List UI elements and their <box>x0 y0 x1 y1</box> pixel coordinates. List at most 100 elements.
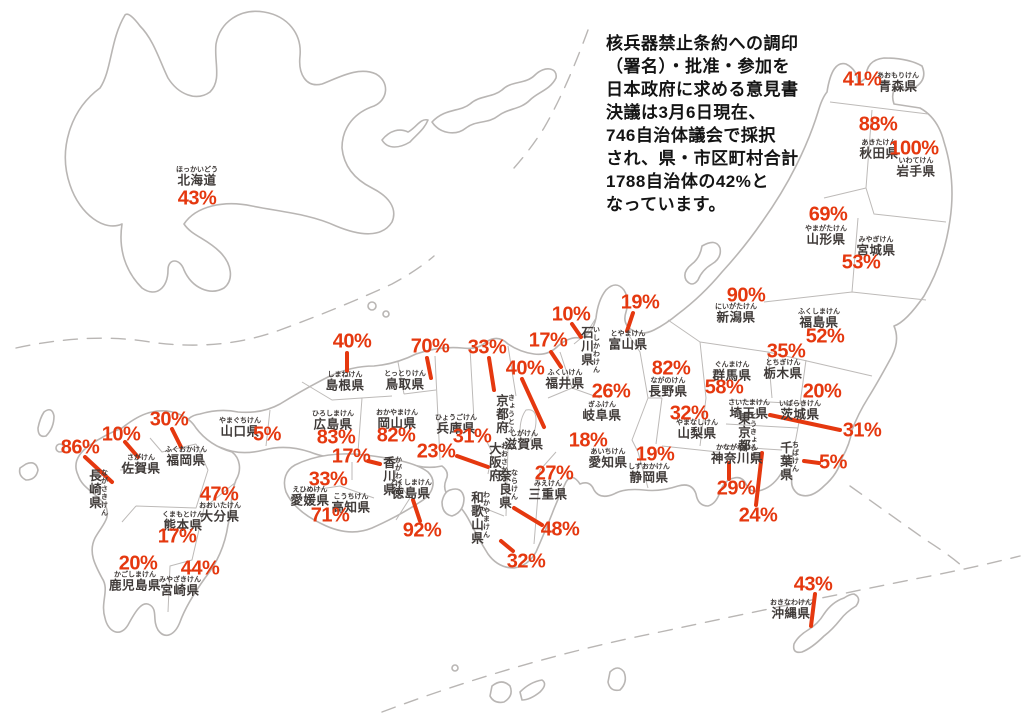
prefecture-yamanashi-value: 32% <box>669 402 709 425</box>
prefecture-fukui-label: ふくいけん 福井県 <box>545 369 584 390</box>
prefecture-aomori-label: あおもりけん 青森県 <box>877 72 919 93</box>
awaji-island-outline <box>441 488 465 517</box>
prefecture-tokushima-leader-line <box>411 498 422 523</box>
prefecture-fukui-furigana: ふくいけん <box>547 369 583 377</box>
prefecture-ishikawa-label: いしかわけん 石川県 <box>578 326 600 374</box>
prefecture-yamaguchi-label: やまぐちけん 山口県 <box>219 417 261 438</box>
prefecture-miyazaki-name: 宮崎県 <box>160 583 200 598</box>
prefecture-fukushima-name: 福島県 <box>799 315 839 330</box>
prefecture-shimane-value: 40% <box>332 330 372 353</box>
prefecture-kochi-label: こうちけん 高知県 <box>331 493 370 514</box>
prefecture-okinawa-leader-line <box>809 592 817 628</box>
summary-note-line: され、県・市区町村合計 <box>606 149 799 168</box>
prefecture-tochigi-name: 栃木県 <box>763 366 803 381</box>
summary-note-line: なっています。 <box>606 195 726 214</box>
prefecture-yamanashi-name: 山梨県 <box>677 426 717 441</box>
dashed-boundary-northeast <box>513 29 589 169</box>
prefecture-shiga-value: 40% <box>505 357 545 380</box>
prefecture-oita-furigana: おおいたけん <box>199 502 241 510</box>
summary-note: 核兵器禁止条約への調印 （署名）・批准・参加を 日本政府に求める意見書 決議は3… <box>606 32 799 216</box>
prefecture-saitama-leader-line <box>768 413 842 432</box>
prefecture-fukuoka-value: 30% <box>149 408 189 431</box>
prefecture-chiba-label: ちばけん 千葉県 <box>777 440 799 482</box>
prefecture-akita-value: 88% <box>858 113 898 136</box>
prefecture-osaka-label: おおさかふ 大阪府 <box>486 441 508 483</box>
prefecture-shizuoka-furigana: しずおかけん <box>628 463 670 471</box>
iki-island <box>55 443 65 453</box>
prefecture-tottori-value: 70% <box>410 335 450 358</box>
prefecture-tottori-leader-line <box>425 356 433 380</box>
prefecture-okinawa-name: 沖縄県 <box>771 606 811 621</box>
prefecture-wakayama-name: 和歌山県 <box>468 491 483 545</box>
prefecture-okinawa-furigana: おきなわけん <box>770 599 812 607</box>
tanegashima-island-outline <box>519 679 546 701</box>
prefecture-osaka-furigana: おおさかふ <box>500 441 508 482</box>
prefecture-nagano-furigana: ながのけん <box>650 377 686 385</box>
prefecture-fukushima-furigana: ふくしまけん <box>798 308 840 316</box>
prefecture-iwate-name: 岩手県 <box>896 164 936 179</box>
prefecture-kagawa-name: 香川県 <box>380 455 395 497</box>
oki-island <box>367 301 377 311</box>
prefecture-fukui-value: 17% <box>528 329 568 352</box>
prefecture-kagawa-value: 17% <box>331 445 371 468</box>
prefecture-kyoto-furigana: きょうとふ <box>507 393 515 434</box>
prefecture-kumamoto-name: 熊本県 <box>163 518 203 533</box>
prefecture-kagawa-leader-line <box>366 459 382 466</box>
summary-note-line: 核兵器禁止条約への調印 <box>606 34 799 53</box>
prefecture-kagawa-furigana: かがわけん <box>394 455 402 496</box>
prefecture-fukuoka-leader-line <box>170 427 183 449</box>
prefecture-saga-name: 佐賀県 <box>121 461 161 476</box>
prefecture-tokushima-label: とくしまけん 徳島県 <box>390 479 432 500</box>
prefecture-nara-name: 奈良県 <box>496 468 511 510</box>
prefecture-miyagi-value: 53% <box>841 251 881 274</box>
prefecture-nagano-name: 長野県 <box>648 384 688 399</box>
prefecture-nagasaki-label: ながさきけん 長崎県 <box>86 469 108 517</box>
prefecture-aomori-value: 41% <box>842 68 882 91</box>
prefecture-niigata-value: 90% <box>726 284 766 307</box>
prefecture-gifu-value: 26% <box>591 380 631 403</box>
prefecture-mie-name: 三重県 <box>528 487 568 502</box>
prefecture-okayama-label: おかやまけん 岡山県 <box>376 409 418 430</box>
prefecture-kyoto-name: 京都府 <box>493 393 508 435</box>
prefecture-hiroshima-furigana: ひろしまけん <box>312 410 354 418</box>
prefecture-fukushima-value: 52% <box>805 325 845 348</box>
prefecture-kyoto-value: 33% <box>467 336 507 359</box>
prefecture-wakayama-value: 32% <box>506 550 546 573</box>
prefecture-kanagawa-furigana: かながわけん <box>715 444 758 452</box>
prefecture-chiba-furigana: ちばけん <box>791 440 799 473</box>
prefecture-akita-furigana: あきたけん <box>861 139 897 147</box>
prefecture-niigata-label: にいがたけん 新潟県 <box>715 303 757 324</box>
prefecture-okinawa-label: おきなわけん 沖縄県 <box>770 599 812 620</box>
leader-lines-group <box>83 311 842 628</box>
prefecture-nagano-value: 82% <box>651 357 691 380</box>
prefecture-yamagata-name: 山形県 <box>806 232 846 247</box>
prefecture-hyogo-value: 31% <box>452 425 492 448</box>
prefecture-nagasaki-name: 長崎県 <box>86 469 101 510</box>
prefecture-saitama-value: 31% <box>842 419 882 442</box>
prefecture-gifu-label: ぎふけん 岐阜県 <box>582 401 621 422</box>
prefecture-kagawa-label: かがわけん 香川県 <box>380 455 402 497</box>
prefecture-hiroshima-label: ひろしまけん 広島県 <box>312 410 354 431</box>
prefecture-tottori-label: とっとりけん 鳥取県 <box>384 370 426 391</box>
prefecture-tokushima-name: 徳島県 <box>391 486 431 501</box>
prefecture-tokyo-label: とうきょうと 東京都 <box>735 412 757 460</box>
amami-island-outline <box>607 667 627 692</box>
prefecture-kanagawa-value: 29% <box>716 477 756 500</box>
prefecture-nara-value: 48% <box>540 518 580 541</box>
prefecture-osaka-value: 23% <box>416 440 456 463</box>
prefecture-shizuoka-label: しずおかけん 静岡県 <box>628 463 670 484</box>
prefecture-kanagawa-label: かながわけん 神奈川県 <box>711 444 763 465</box>
prefecture-aichi-value: 18% <box>568 429 608 452</box>
koshiki-island <box>451 664 459 672</box>
prefecture-saitama-name: 埼玉県 <box>729 406 769 421</box>
prefecture-chiba-value: 5% <box>819 451 847 474</box>
prefecture-tochigi-label: とちぎけん 栃木県 <box>763 359 802 380</box>
prefecture-tokushima-furigana: とくしまけん <box>390 479 432 487</box>
prefecture-shimane-name: 島根県 <box>325 378 365 393</box>
honshu-outline <box>183 57 953 569</box>
prefecture-iwate-value: 100% <box>889 137 939 160</box>
prefecture-aomori-name: 青森県 <box>878 79 918 94</box>
prefecture-miyazaki-furigana: みやざきけん <box>159 576 201 584</box>
prefecture-saga-label: さがけん 佐賀県 <box>121 454 160 475</box>
prefecture-kyoto-label: きょうとふ 京都府 <box>493 393 515 435</box>
